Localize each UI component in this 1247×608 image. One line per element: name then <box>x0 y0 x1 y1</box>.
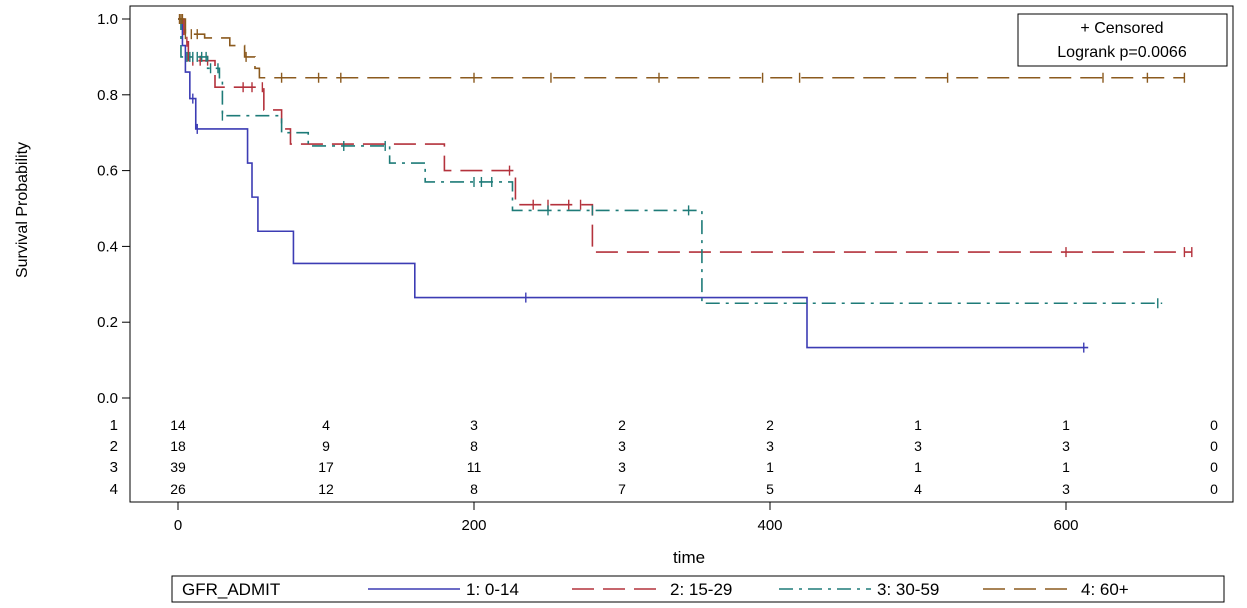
series-layer <box>178 14 1193 353</box>
x-axis-label: time <box>673 548 705 567</box>
at-risk-count: 1 <box>1062 417 1070 433</box>
at-risk-count: 4 <box>914 481 922 497</box>
at-risk-count: 3 <box>914 438 922 454</box>
legend-label: 1: 0-14 <box>466 580 519 599</box>
plot-frame <box>129 5 1234 503</box>
at-risk-count: 1 <box>1062 459 1070 475</box>
at-risk-count: 4 <box>322 417 330 433</box>
legend: GFR_ADMIT 1: 0-14 2: 15-29 3: 30-59 4: 60+ <box>171 575 1225 603</box>
at-risk-row-label: 4 <box>110 481 118 498</box>
x-axis-ticks: 0 200 400 600 <box>174 502 1079 534</box>
series-line <box>178 18 1163 305</box>
at-risk-count: 3 <box>1062 438 1070 454</box>
at-risk-count: 39 <box>170 459 186 475</box>
at-risk-row-label: 2 <box>110 438 118 455</box>
y-tick-label: 0.0 <box>97 390 118 407</box>
series-line <box>178 18 1089 349</box>
legend-label: 4: 60+ <box>1081 580 1129 599</box>
at-risk-row-label: 3 <box>110 459 118 476</box>
legend-items: 1: 0-14 2: 15-29 3: 30-59 4: 60+ <box>368 580 1129 599</box>
at-risk-count: 2 <box>618 417 626 433</box>
series-4 <box>178 14 1186 83</box>
x-tick-label: 200 <box>461 517 486 534</box>
logrank-label: Logrank p=0.0066 <box>1057 44 1187 61</box>
y-tick-label: 0.2 <box>97 314 118 331</box>
legend-label: 3: 30-59 <box>877 580 939 599</box>
x-tick-label: 0 <box>174 517 182 534</box>
at-risk-count: 0 <box>1210 438 1218 454</box>
at-risk-count: 14 <box>170 417 186 433</box>
y-axis-ticks: 0.0 0.2 0.4 0.6 0.8 1.0 <box>97 11 130 407</box>
at-risk-count: 8 <box>470 438 478 454</box>
legend-title: GFR_ADMIT <box>182 580 280 599</box>
at-risk-count: 2 <box>766 417 774 433</box>
censored-label: + Censored <box>1080 20 1163 37</box>
at-risk-count: 26 <box>170 481 186 497</box>
at-risk-count: 9 <box>322 438 330 454</box>
inset-box: + Censored Logrank p=0.0066 <box>1017 13 1228 67</box>
at-risk-count: 12 <box>318 481 334 497</box>
at-risk-count: 3 <box>1062 481 1070 497</box>
at-risk-count: 0 <box>1210 459 1218 475</box>
at-risk-count: 3 <box>618 438 626 454</box>
at-risk-count: 11 <box>467 459 482 475</box>
inset-box-frame <box>1017 13 1228 67</box>
y-tick-label: 0.4 <box>97 238 118 255</box>
at-risk-count: 1 <box>914 417 922 433</box>
x-tick-label: 400 <box>757 517 782 534</box>
series-3 <box>178 18 1163 309</box>
at-risk-table: 1 14 4 3 2 2 1 1 02 18 9 8 3 3 3 3 03 39 17 11 3 1 1 1 04 26 12 8 7 5… <box>110 417 1218 498</box>
legend-label: 2: 15-29 <box>670 580 732 599</box>
at-risk-count: 3 <box>766 438 774 454</box>
y-tick-label: 0.8 <box>97 87 118 104</box>
series-1 <box>178 18 1089 353</box>
at-risk-count: 3 <box>618 459 626 475</box>
at-risk-count: 17 <box>318 459 334 475</box>
series-line <box>178 18 1185 79</box>
y-tick-label: 0.6 <box>97 163 118 180</box>
at-risk-count: 5 <box>766 481 774 497</box>
at-risk-count: 7 <box>618 481 626 497</box>
y-axis-label: Survival Probability <box>14 142 31 278</box>
at-risk-count: 1 <box>914 459 922 475</box>
x-tick-label: 600 <box>1053 517 1078 534</box>
at-risk-count: 18 <box>170 438 186 454</box>
y-tick-label: 1.0 <box>97 11 118 28</box>
at-risk-row-label: 1 <box>110 417 118 434</box>
at-risk-count: 3 <box>470 417 478 433</box>
at-risk-count: 8 <box>470 481 478 497</box>
at-risk-count: 0 <box>1210 417 1218 433</box>
at-risk-count: 1 <box>766 459 774 475</box>
at-risk-count: 0 <box>1210 481 1218 497</box>
